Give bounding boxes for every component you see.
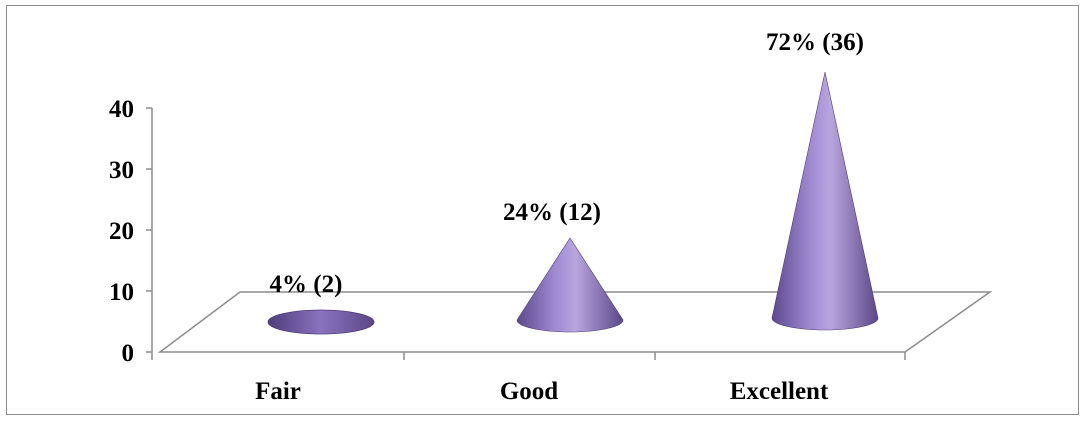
data-label: 4% (2) (270, 271, 343, 298)
y-tick-label: 0 (122, 340, 135, 367)
category-label: Fair (255, 378, 301, 405)
cone-good (516, 237, 624, 333)
category-label: Excellent (730, 378, 829, 405)
chart-frame (6, 5, 1079, 415)
cone-excellent (771, 71, 879, 331)
data-label: 24% (12) (503, 199, 601, 226)
y-tick-label: 10 (109, 279, 134, 306)
y-tick-label: 20 (109, 218, 134, 245)
label-layer: 0 10 20 30 40 Fair Good Excellent 4% (2) 24% (12)… (109, 29, 864, 405)
y-tick-label: 30 (109, 157, 134, 184)
category-label: Good (500, 378, 558, 405)
cone-fair (267, 309, 375, 335)
floor-plane (157, 291, 993, 353)
axis-layer (146, 107, 993, 360)
data-label: 72% (36) (766, 29, 864, 56)
y-tick-label: 40 (109, 96, 134, 123)
cone-layer (267, 71, 879, 335)
